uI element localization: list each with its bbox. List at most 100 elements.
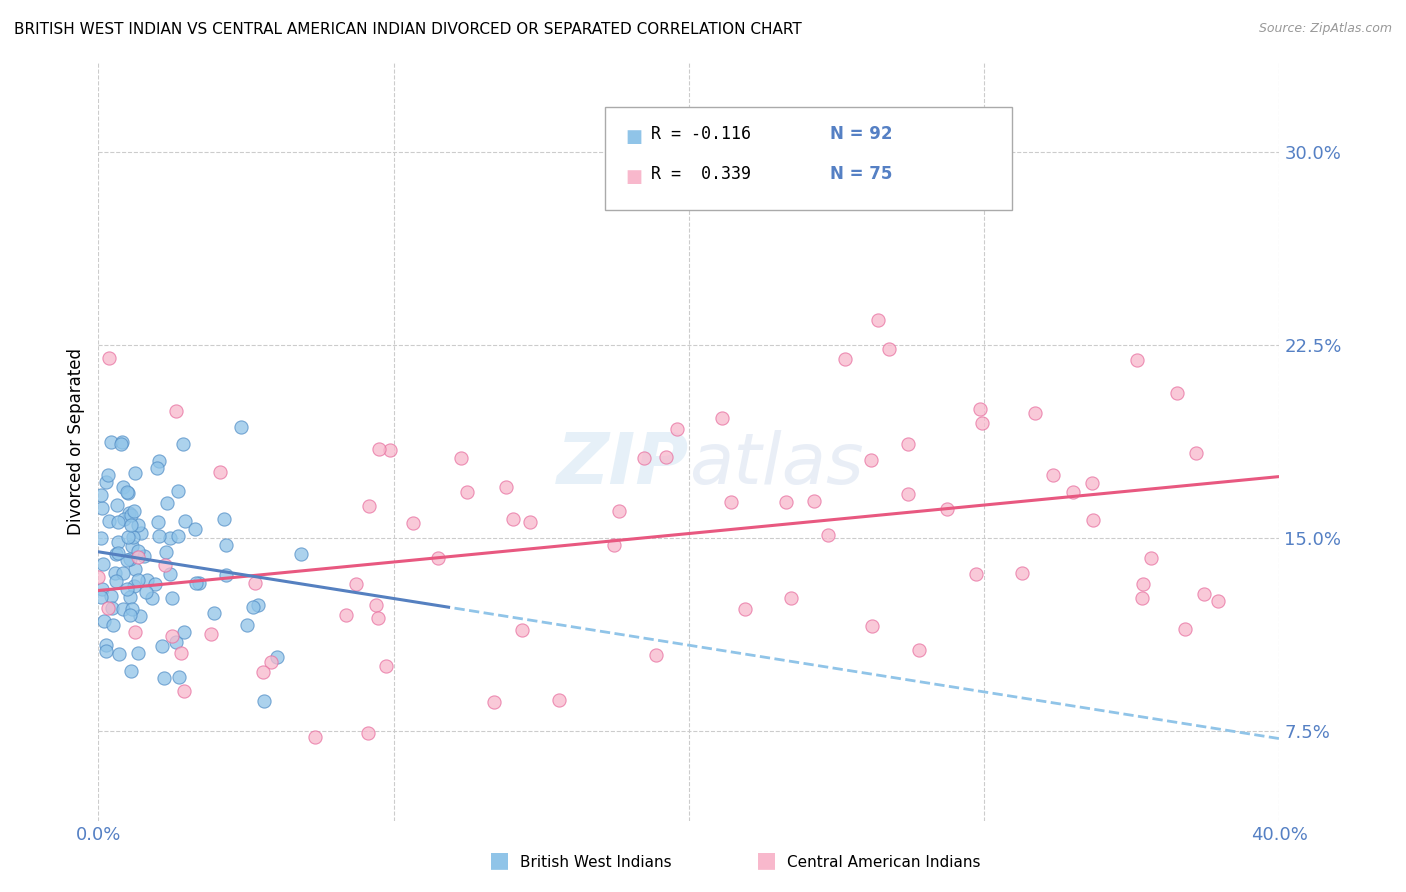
Text: Source: ZipAtlas.com: Source: ZipAtlas.com — [1258, 22, 1392, 36]
Point — [720, 494, 742, 508]
Point — [253, 694, 276, 708]
Point — [936, 502, 959, 516]
Point — [127, 573, 149, 587]
Point — [775, 494, 797, 508]
Point — [450, 450, 472, 465]
Point — [1062, 485, 1084, 500]
Point — [87, 569, 110, 583]
Point — [135, 585, 157, 599]
Point — [90, 488, 112, 502]
Point — [132, 549, 155, 563]
Text: BRITISH WEST INDIAN VS CENTRAL AMERICAN INDIAN DIVORCED OR SEPARATED CORRELATION: BRITISH WEST INDIAN VS CENTRAL AMERICAN … — [14, 22, 801, 37]
Point — [519, 515, 541, 529]
Point — [266, 650, 288, 665]
Point — [877, 343, 900, 357]
Point — [156, 496, 179, 510]
Point — [510, 623, 533, 637]
Point — [229, 419, 252, 434]
Point — [666, 421, 689, 435]
Point — [146, 460, 169, 475]
Point — [357, 499, 380, 513]
Point — [117, 486, 139, 500]
Point — [166, 529, 188, 543]
Text: N = 75: N = 75 — [830, 165, 891, 183]
Point — [107, 535, 129, 549]
Point — [200, 627, 222, 641]
Point — [107, 546, 129, 560]
Point — [860, 619, 883, 633]
Text: atlas: atlas — [689, 430, 863, 499]
Point — [121, 664, 143, 678]
Point — [159, 566, 181, 581]
Point — [246, 598, 269, 612]
Point — [100, 589, 122, 603]
Point — [153, 558, 176, 572]
Point — [252, 665, 274, 680]
Point — [160, 591, 183, 606]
Point — [1024, 406, 1046, 420]
Point — [710, 410, 733, 425]
Point — [91, 582, 114, 597]
Point — [290, 547, 312, 561]
Point — [143, 577, 166, 591]
Point — [90, 531, 112, 545]
Point — [94, 638, 117, 652]
Point — [1125, 353, 1147, 368]
Point — [645, 648, 668, 662]
Point — [112, 512, 135, 526]
Text: ■: ■ — [756, 850, 776, 870]
Point — [150, 639, 173, 653]
Point — [1081, 513, 1104, 527]
Point — [165, 634, 187, 648]
Point — [170, 646, 193, 660]
Point — [148, 529, 170, 543]
Point — [495, 480, 517, 494]
Point — [124, 562, 146, 576]
Point — [91, 557, 114, 571]
Point — [1132, 577, 1154, 591]
Point — [120, 552, 142, 566]
Point — [378, 443, 401, 458]
Point — [124, 578, 146, 592]
Point — [1206, 594, 1229, 608]
Text: Central American Indians: Central American Indians — [787, 855, 981, 870]
Point — [402, 516, 425, 531]
Point — [146, 515, 169, 529]
Point — [124, 624, 146, 639]
Point — [127, 549, 149, 564]
Point — [107, 498, 129, 512]
Point — [482, 695, 505, 709]
Point — [120, 518, 142, 533]
Text: R =  0.339: R = 0.339 — [651, 165, 751, 183]
Point — [654, 450, 676, 464]
Point — [141, 591, 163, 606]
Point — [148, 454, 170, 468]
Point — [215, 537, 238, 551]
Point — [969, 401, 991, 416]
Point — [110, 434, 132, 449]
Point — [101, 618, 124, 632]
Point — [122, 530, 145, 544]
Point — [105, 547, 128, 561]
Text: ■: ■ — [626, 128, 643, 145]
Point — [260, 655, 283, 669]
Point — [129, 526, 152, 541]
Text: R = -0.116: R = -0.116 — [651, 125, 751, 143]
Point — [98, 351, 121, 365]
Point — [357, 726, 380, 740]
Point — [375, 659, 398, 673]
Point — [115, 485, 138, 500]
Point — [97, 600, 120, 615]
Point — [117, 530, 139, 544]
Point — [162, 629, 184, 643]
Point — [118, 506, 141, 520]
Point — [245, 576, 267, 591]
Point — [242, 599, 264, 614]
Point — [1185, 446, 1208, 460]
Point — [304, 730, 326, 744]
Point — [165, 404, 187, 418]
Point — [1174, 622, 1197, 636]
Point — [120, 508, 142, 522]
Text: ■: ■ — [489, 850, 509, 870]
Point — [1192, 586, 1215, 600]
